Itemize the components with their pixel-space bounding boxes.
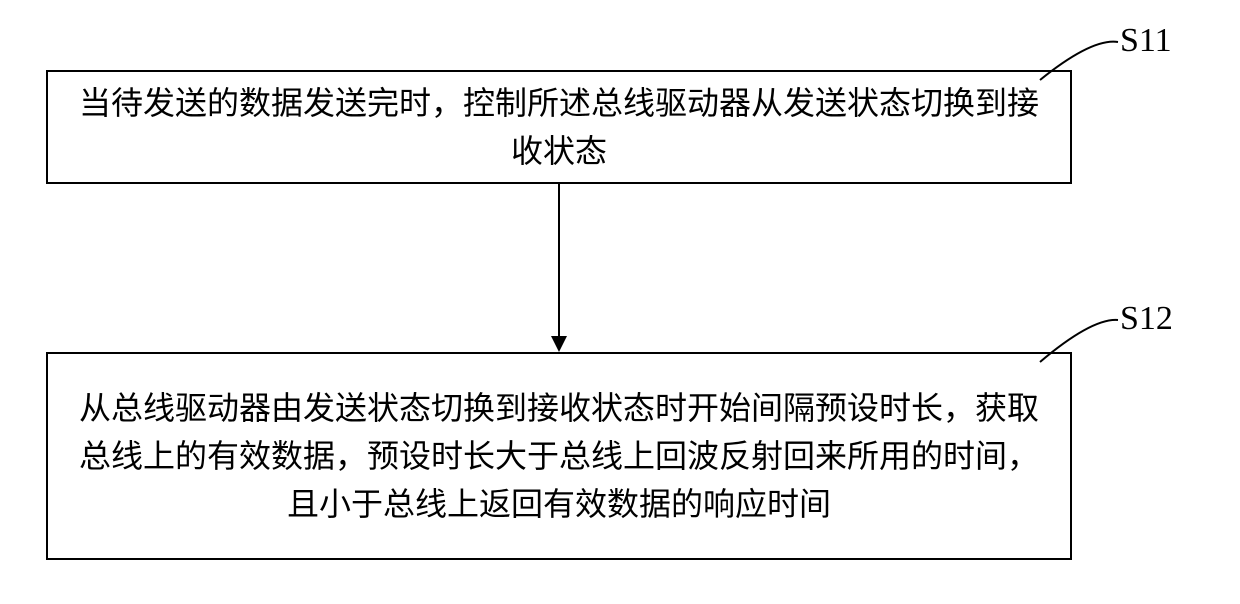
lead-line	[0, 0, 1240, 604]
